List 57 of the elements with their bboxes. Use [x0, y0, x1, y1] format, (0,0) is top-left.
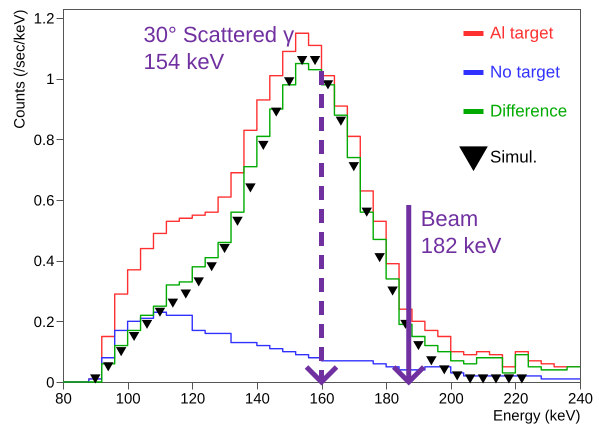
- x-tick-label: 80: [55, 390, 72, 408]
- point: [271, 108, 282, 117]
- point: [516, 374, 528, 384]
- ref-line-label: Beam 182 keV: [420, 206, 502, 258]
- point: [439, 365, 450, 374]
- y-tick-label: 0: [46, 374, 54, 392]
- point: [413, 341, 424, 350]
- point: [478, 374, 488, 384]
- point: [193, 277, 204, 286]
- y-tick-label: 1.2: [34, 10, 54, 28]
- x-tick-label: 100: [116, 390, 141, 408]
- point: [426, 356, 437, 366]
- point: [361, 208, 372, 217]
- y-tick-label: 0.6: [34, 192, 54, 210]
- point: [322, 80, 334, 90]
- legend-label: Simul.: [490, 148, 538, 166]
- point: [464, 374, 476, 384]
- point: [102, 362, 114, 372]
- point: [258, 140, 269, 150]
- x-tick-label: 180: [374, 390, 400, 408]
- point: [310, 56, 320, 66]
- point: [284, 77, 294, 86]
- point: [154, 308, 166, 317]
- x-axis-title: Energy (keV): [492, 408, 580, 424]
- point: [374, 253, 385, 262]
- x-tick-label: 140: [244, 390, 270, 408]
- point: [180, 290, 192, 299]
- point: [296, 56, 308, 66]
- point: [219, 244, 230, 254]
- x-tick-label: 160: [309, 390, 335, 408]
- point: [168, 298, 178, 308]
- point: [90, 374, 101, 384]
- y-tick-label: 0.8: [34, 132, 54, 149]
- point: [387, 286, 398, 296]
- legend-label: Difference: [490, 102, 568, 120]
- point: [490, 374, 502, 384]
- x-tick-label: 200: [438, 390, 464, 408]
- point: [142, 320, 152, 329]
- point: [116, 347, 126, 356]
- point: [452, 371, 462, 380]
- y-tick-label: 1: [46, 71, 54, 88]
- legend-label: No target: [490, 62, 560, 82]
- point: [232, 216, 243, 226]
- point: [336, 116, 346, 126]
- legend-label: Al target: [490, 24, 554, 42]
- point: [504, 374, 514, 384]
- ref-line-label: 30° Scattered γ 154 keV: [144, 22, 294, 74]
- y-axis-title: Counts (/sec/keV): [12, 10, 29, 129]
- point: [245, 183, 256, 192]
- x-tick-label: 220: [503, 390, 528, 408]
- point: [206, 262, 217, 272]
- y-tick-label: 0.4: [34, 253, 54, 270]
- y-tick-label: 0.2: [34, 314, 54, 331]
- point: [128, 332, 140, 342]
- x-tick-label: 120: [180, 390, 206, 408]
- point: [348, 162, 360, 172]
- x-tick-label: 240: [568, 390, 594, 408]
